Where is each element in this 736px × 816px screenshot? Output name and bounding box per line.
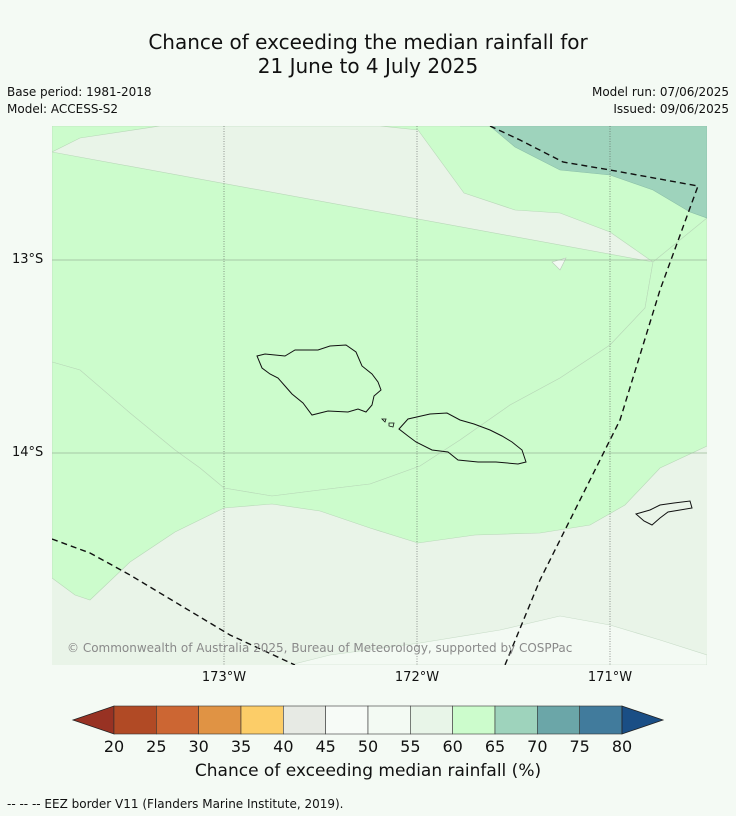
colorbar-under-arrow bbox=[71, 705, 115, 735]
colorbar-tick-label: 20 bbox=[103, 737, 125, 756]
colorbar-segment bbox=[410, 705, 453, 735]
colorbar-over-arrow bbox=[621, 705, 665, 735]
savaii-island bbox=[256, 344, 382, 416]
colorbar-segment bbox=[452, 705, 496, 735]
colorbar-tick-label: 65 bbox=[484, 737, 506, 756]
parallels bbox=[52, 259, 707, 454]
colorbar-segment bbox=[156, 705, 199, 735]
colorbar-tick-label: 80 bbox=[611, 737, 633, 756]
colorbar-tick-label: 55 bbox=[400, 737, 421, 756]
map-title: Chance of exceeding the median rainfall … bbox=[0, 30, 736, 78]
title-line-2: 21 June to 4 July 2025 bbox=[257, 54, 479, 78]
colorbar-tick-label: 70 bbox=[527, 737, 548, 756]
colorbar-tick-label: 75 bbox=[569, 737, 590, 756]
contour-50-55-south bbox=[289, 615, 707, 665]
colorbar-tick-label: 60 bbox=[442, 737, 463, 756]
colorbar-tick-label: 30 bbox=[188, 737, 209, 756]
lat-label-13s: 13°S bbox=[12, 252, 44, 267]
contour-65-70 bbox=[460, 126, 707, 219]
map-area bbox=[52, 126, 707, 665]
copyright-notice: © Commonwealth of Australia 2025, Bureau… bbox=[67, 641, 573, 655]
eez-legend-note: -- -- -- EEZ border V11 (Flanders Marine… bbox=[7, 797, 344, 811]
colorbar-tick-label: 45 bbox=[315, 737, 336, 756]
lon-label-173w: 173°W bbox=[201, 670, 247, 685]
meta-left: Base period: 1981-2018 Model: ACCESS-S2 bbox=[7, 84, 152, 118]
contour-60-65-west bbox=[52, 217, 707, 601]
base-period: Base period: 1981-2018 bbox=[7, 85, 152, 99]
manono-island bbox=[388, 422, 395, 428]
apolima-island bbox=[381, 418, 387, 423]
colorbar-tick-label: 25 bbox=[146, 737, 167, 756]
colorbar-segment bbox=[283, 705, 326, 735]
issued-date: Issued: 09/06/2025 bbox=[613, 102, 729, 116]
colorbar-segment bbox=[537, 705, 580, 735]
colorbar bbox=[71, 705, 665, 735]
colorbar-tick-label: 35 bbox=[230, 737, 252, 756]
colorbar-segment bbox=[113, 705, 157, 735]
colorbar-segment bbox=[325, 705, 369, 735]
colorbar-title: Chance of exceeding median rainfall (%) bbox=[194, 761, 542, 781]
lat-label-14s: 14°S bbox=[12, 445, 44, 460]
model-name: Model: ACCESS-S2 bbox=[7, 102, 119, 116]
meta-right: Model run: 07/06/2025 Issued: 09/06/2025 bbox=[592, 84, 729, 118]
colorbar-segment bbox=[579, 705, 623, 735]
colorbar-tick-label: 50 bbox=[357, 737, 379, 756]
tutuila-island bbox=[634, 500, 693, 526]
colorbar-segment bbox=[198, 705, 242, 735]
colorbar-segment bbox=[494, 705, 538, 735]
model-run: Model run: 07/06/2025 bbox=[591, 85, 729, 99]
colorbar-segment bbox=[367, 705, 411, 735]
upolu-island bbox=[398, 412, 527, 465]
lon-label-172w: 172°W bbox=[394, 670, 440, 685]
colorbar-tick-label: 40 bbox=[273, 737, 294, 756]
colorbar-segment bbox=[240, 705, 284, 735]
lon-label-171w: 171°W bbox=[587, 670, 633, 685]
title-line-1: Chance of exceeding the median rainfall … bbox=[148, 30, 588, 54]
eez-border bbox=[52, 126, 699, 665]
